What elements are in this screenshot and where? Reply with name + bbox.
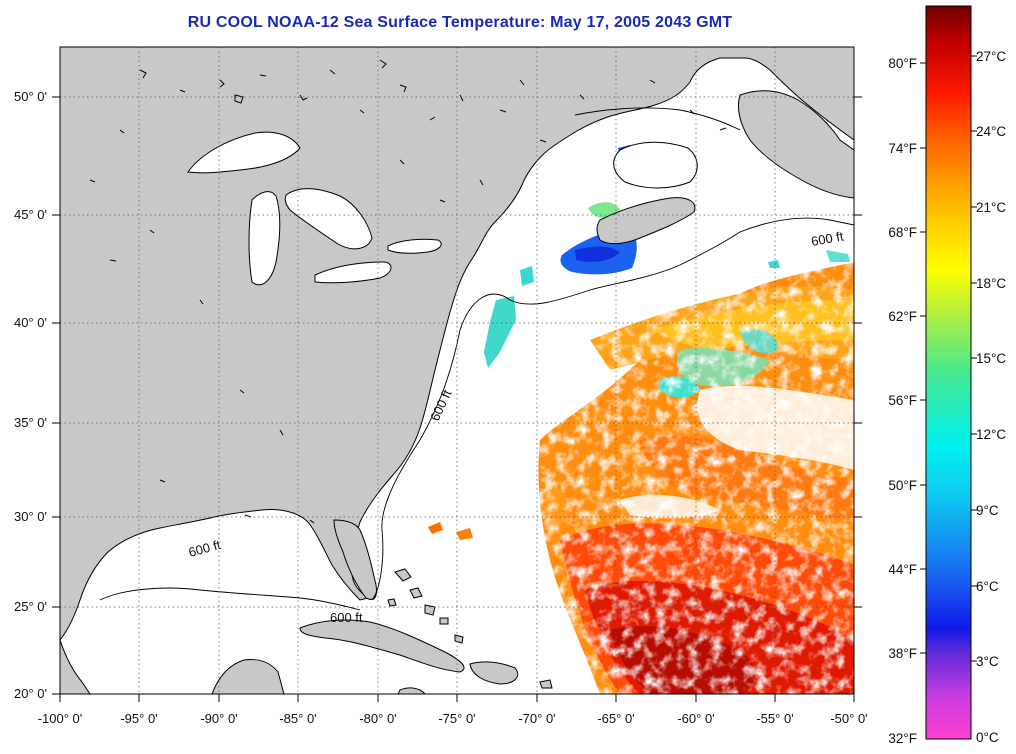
colorbar-c-label: 15°C [976,351,1006,366]
lon-label: -80° 0' [359,711,396,726]
isobath-600ft [99,107,854,611]
axis-ticks [52,96,862,702]
colorbar-c-label: 21°C [976,200,1006,215]
lon-label: -60° 0' [677,711,714,726]
lon-label: -55° 0' [756,711,793,726]
isobath-label-600ft-florida: 600 ft [330,610,363,625]
lat-label: 35° 0' [14,415,47,430]
colorbar-f-label: 80°F [888,56,917,71]
colorbar-f-label: 50°F [888,478,917,493]
land-nova-scotia [596,197,696,245]
colorbar-f-label: 68°F [888,225,917,240]
colorbar-f-label: 62°F [888,309,917,324]
lat-label: 50° 0' [14,89,47,104]
sst-data-layer [268,137,854,694]
land-mexico [60,639,91,694]
land-hispaniola [469,661,519,685]
small-lakes [89,59,727,524]
colorbar: 80°F 74°F 68°F 62°F 56°F 50°F 44°F 38°F … [888,5,1006,746]
chart-title: RU COOL NOAA-12 Sea Surface Temperature:… [187,14,733,31]
lon-label: -100° 0' [38,711,83,726]
colorbar-c-label: 6°C [976,579,999,594]
longitude-labels: -100° 0' -95° 0' -90° 0' -85° 0' -80° 0'… [38,711,868,726]
lat-label: 30° 0' [14,509,47,524]
colorbar-c-label: 3°C [976,654,999,669]
colorbar-f-label: 44°F [888,562,917,577]
colorbar-c-label: 18°C [976,276,1006,291]
lon-label: -95° 0' [120,711,157,726]
colorbar-f-label: 32°F [888,731,917,746]
colorbar-f-label: 38°F [888,646,917,661]
lat-label: 25° 0' [14,599,47,614]
lon-label: -75° 0' [438,711,475,726]
lon-label: -50° 0' [830,711,867,726]
lon-label: -70° 0' [518,711,555,726]
land-cuba [299,619,465,673]
lat-label: 45° 0' [14,207,47,222]
colorbar-c-label: 12°C [976,427,1006,442]
land-yucatan [211,659,285,694]
land-florida [333,519,377,600]
colorbar-c-label: 0°C [976,730,999,745]
colorbar-f-label: 56°F [888,393,917,408]
lon-label: -90° 0' [200,711,237,726]
lon-label: -85° 0' [279,711,316,726]
graticule [60,47,854,694]
colorbar-c-label: 9°C [976,503,999,518]
lon-label: -65° 0' [597,711,634,726]
land-newfoundland [737,90,854,199]
colorbar-c-label: 24°C [976,124,1006,139]
isobath-label-600ft-grand-banks: 600 ft [810,228,845,248]
lat-label: 20° 0' [14,686,47,701]
colorbar-f-label: 74°F [888,141,917,156]
colorbar-gradient [925,5,972,740]
lat-label: 40° 0' [14,315,47,330]
latitude-labels: 50° 0' 45° 0' 40° 0' 35° 0' 30° 0' 25° 0… [14,89,47,701]
colorbar-c-label: 27°C [976,49,1006,64]
